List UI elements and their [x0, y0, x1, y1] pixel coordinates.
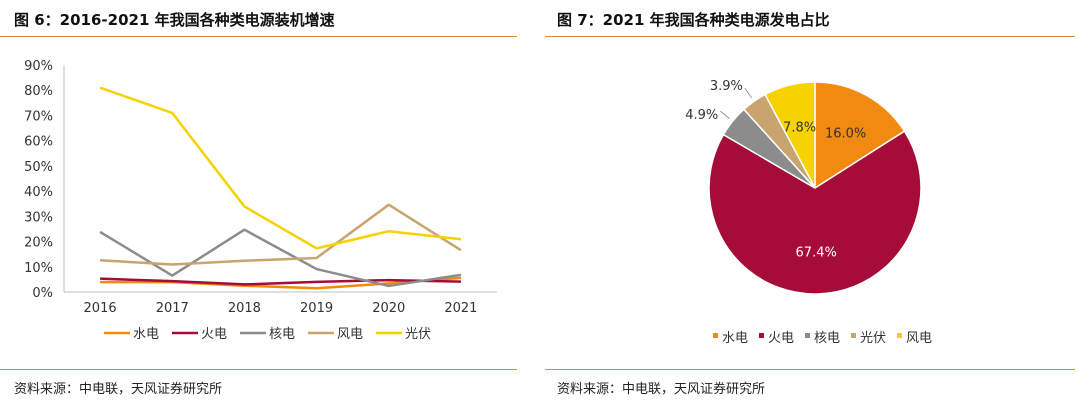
legend-label: 风电 — [906, 331, 932, 346]
legend-swatch — [759, 333, 764, 338]
y-tick-label: 0% — [32, 286, 53, 301]
legend-swatch — [713, 333, 718, 338]
pie-slice — [708, 130, 922, 295]
pie-slice — [814, 81, 906, 190]
y-tick-label: 30% — [24, 210, 53, 225]
x-tick-label: 2019 — [300, 301, 333, 316]
legend-label: 火电 — [201, 327, 227, 342]
pie-chart-panel: 图 7：2021 年我国各种类电源发电占比 16.0% 67.4% 4.9% 3.9%… — [545, 0, 1079, 401]
x-tick-label: 2017 — [156, 301, 189, 316]
y-tick-label: 60% — [24, 135, 53, 150]
data-label: 7.8% — [783, 120, 816, 135]
y-tick-label: 50% — [24, 160, 53, 175]
legend-label: 光伏 — [860, 331, 886, 346]
legend-label: 核电 — [814, 331, 840, 346]
source-divider — [545, 369, 1075, 370]
series-line — [100, 277, 461, 286]
legend-swatch — [851, 333, 856, 338]
line-chart-title: 图 6：2016-2021 年我国各种类电源装机增速 — [14, 11, 335, 29]
y-tick-label: 90% — [24, 59, 53, 74]
x-tick-label: 2016 — [84, 301, 117, 316]
legend-label: 风电 — [337, 327, 363, 342]
legend-swatch — [897, 333, 902, 338]
data-label: 16.0% — [825, 126, 866, 141]
y-tick-label: 70% — [24, 109, 53, 124]
x-tick-label: 2020 — [372, 301, 405, 316]
line-chart-source: 资料来源：中电联，天风证券研究所 — [14, 382, 223, 397]
pie-chart-title: 图 7：2021 年我国各种类电源发电占比 — [557, 11, 830, 29]
source-divider — [0, 369, 517, 370]
y-tick-label: 40% — [24, 185, 53, 200]
legend-label: 火电 — [768, 331, 794, 346]
y-tick-label: 10% — [24, 261, 53, 276]
legend-label: 水电 — [722, 331, 748, 346]
data-label: 4.9% — [685, 108, 718, 123]
x-tick-label: 2021 — [444, 301, 477, 316]
pie-chart-source: 资料来源：中电联，天风证券研究所 — [557, 382, 766, 397]
y-tick-label: 20% — [24, 236, 53, 251]
series-line — [100, 203, 462, 266]
legend-swatch — [805, 333, 810, 338]
pie-slice — [764, 81, 816, 189]
data-label: 3.9% — [710, 79, 743, 94]
pie-chart: 16.0% 67.4% 4.9% 3.9% 7.8% 水电 火电 核电 光伏 风电 — [685, 79, 932, 346]
legend-label: 核电 — [269, 327, 295, 342]
series-line — [99, 228, 462, 288]
y-tick-label: 80% — [24, 84, 53, 99]
title-divider — [0, 36, 517, 37]
legend-label: 水电 — [133, 327, 159, 342]
x-tick-label: 2018 — [228, 301, 261, 316]
leader-line — [719, 110, 730, 120]
legend-label: 光伏 — [405, 327, 431, 342]
leader-line — [744, 87, 753, 99]
line-chart: 0% 10% 20% 30% 40% 50% 60% 70% 80% 90% 2016 2017 201… — [24, 59, 497, 342]
series-line — [99, 86, 462, 250]
title-divider — [545, 36, 1075, 37]
series-line — [100, 276, 462, 290]
data-label: 67.4% — [796, 246, 837, 261]
line-chart-panel: 图 6：2016-2021 年我国各种类电源装机增速 0% 10% 20% 30% 40… — [0, 0, 530, 401]
